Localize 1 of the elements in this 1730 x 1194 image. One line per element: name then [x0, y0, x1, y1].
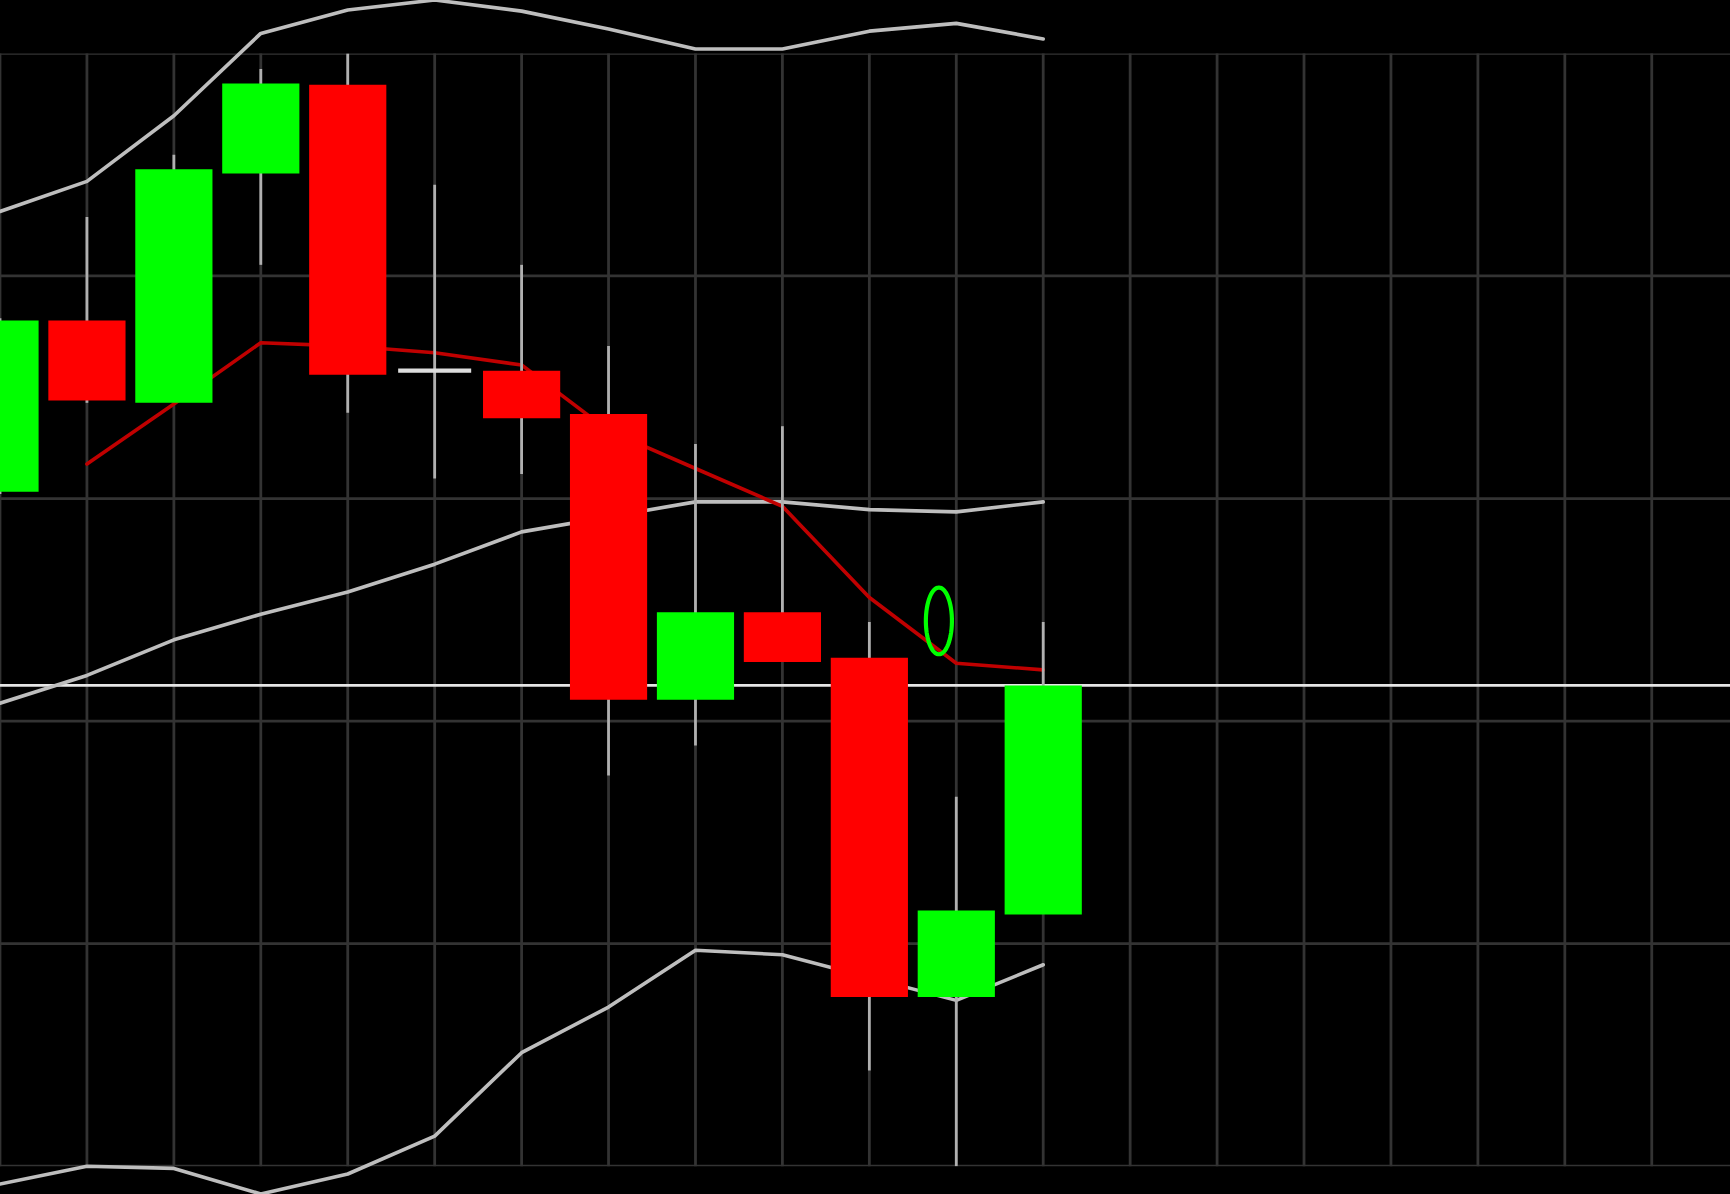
candlestick: [396, 183, 474, 480]
